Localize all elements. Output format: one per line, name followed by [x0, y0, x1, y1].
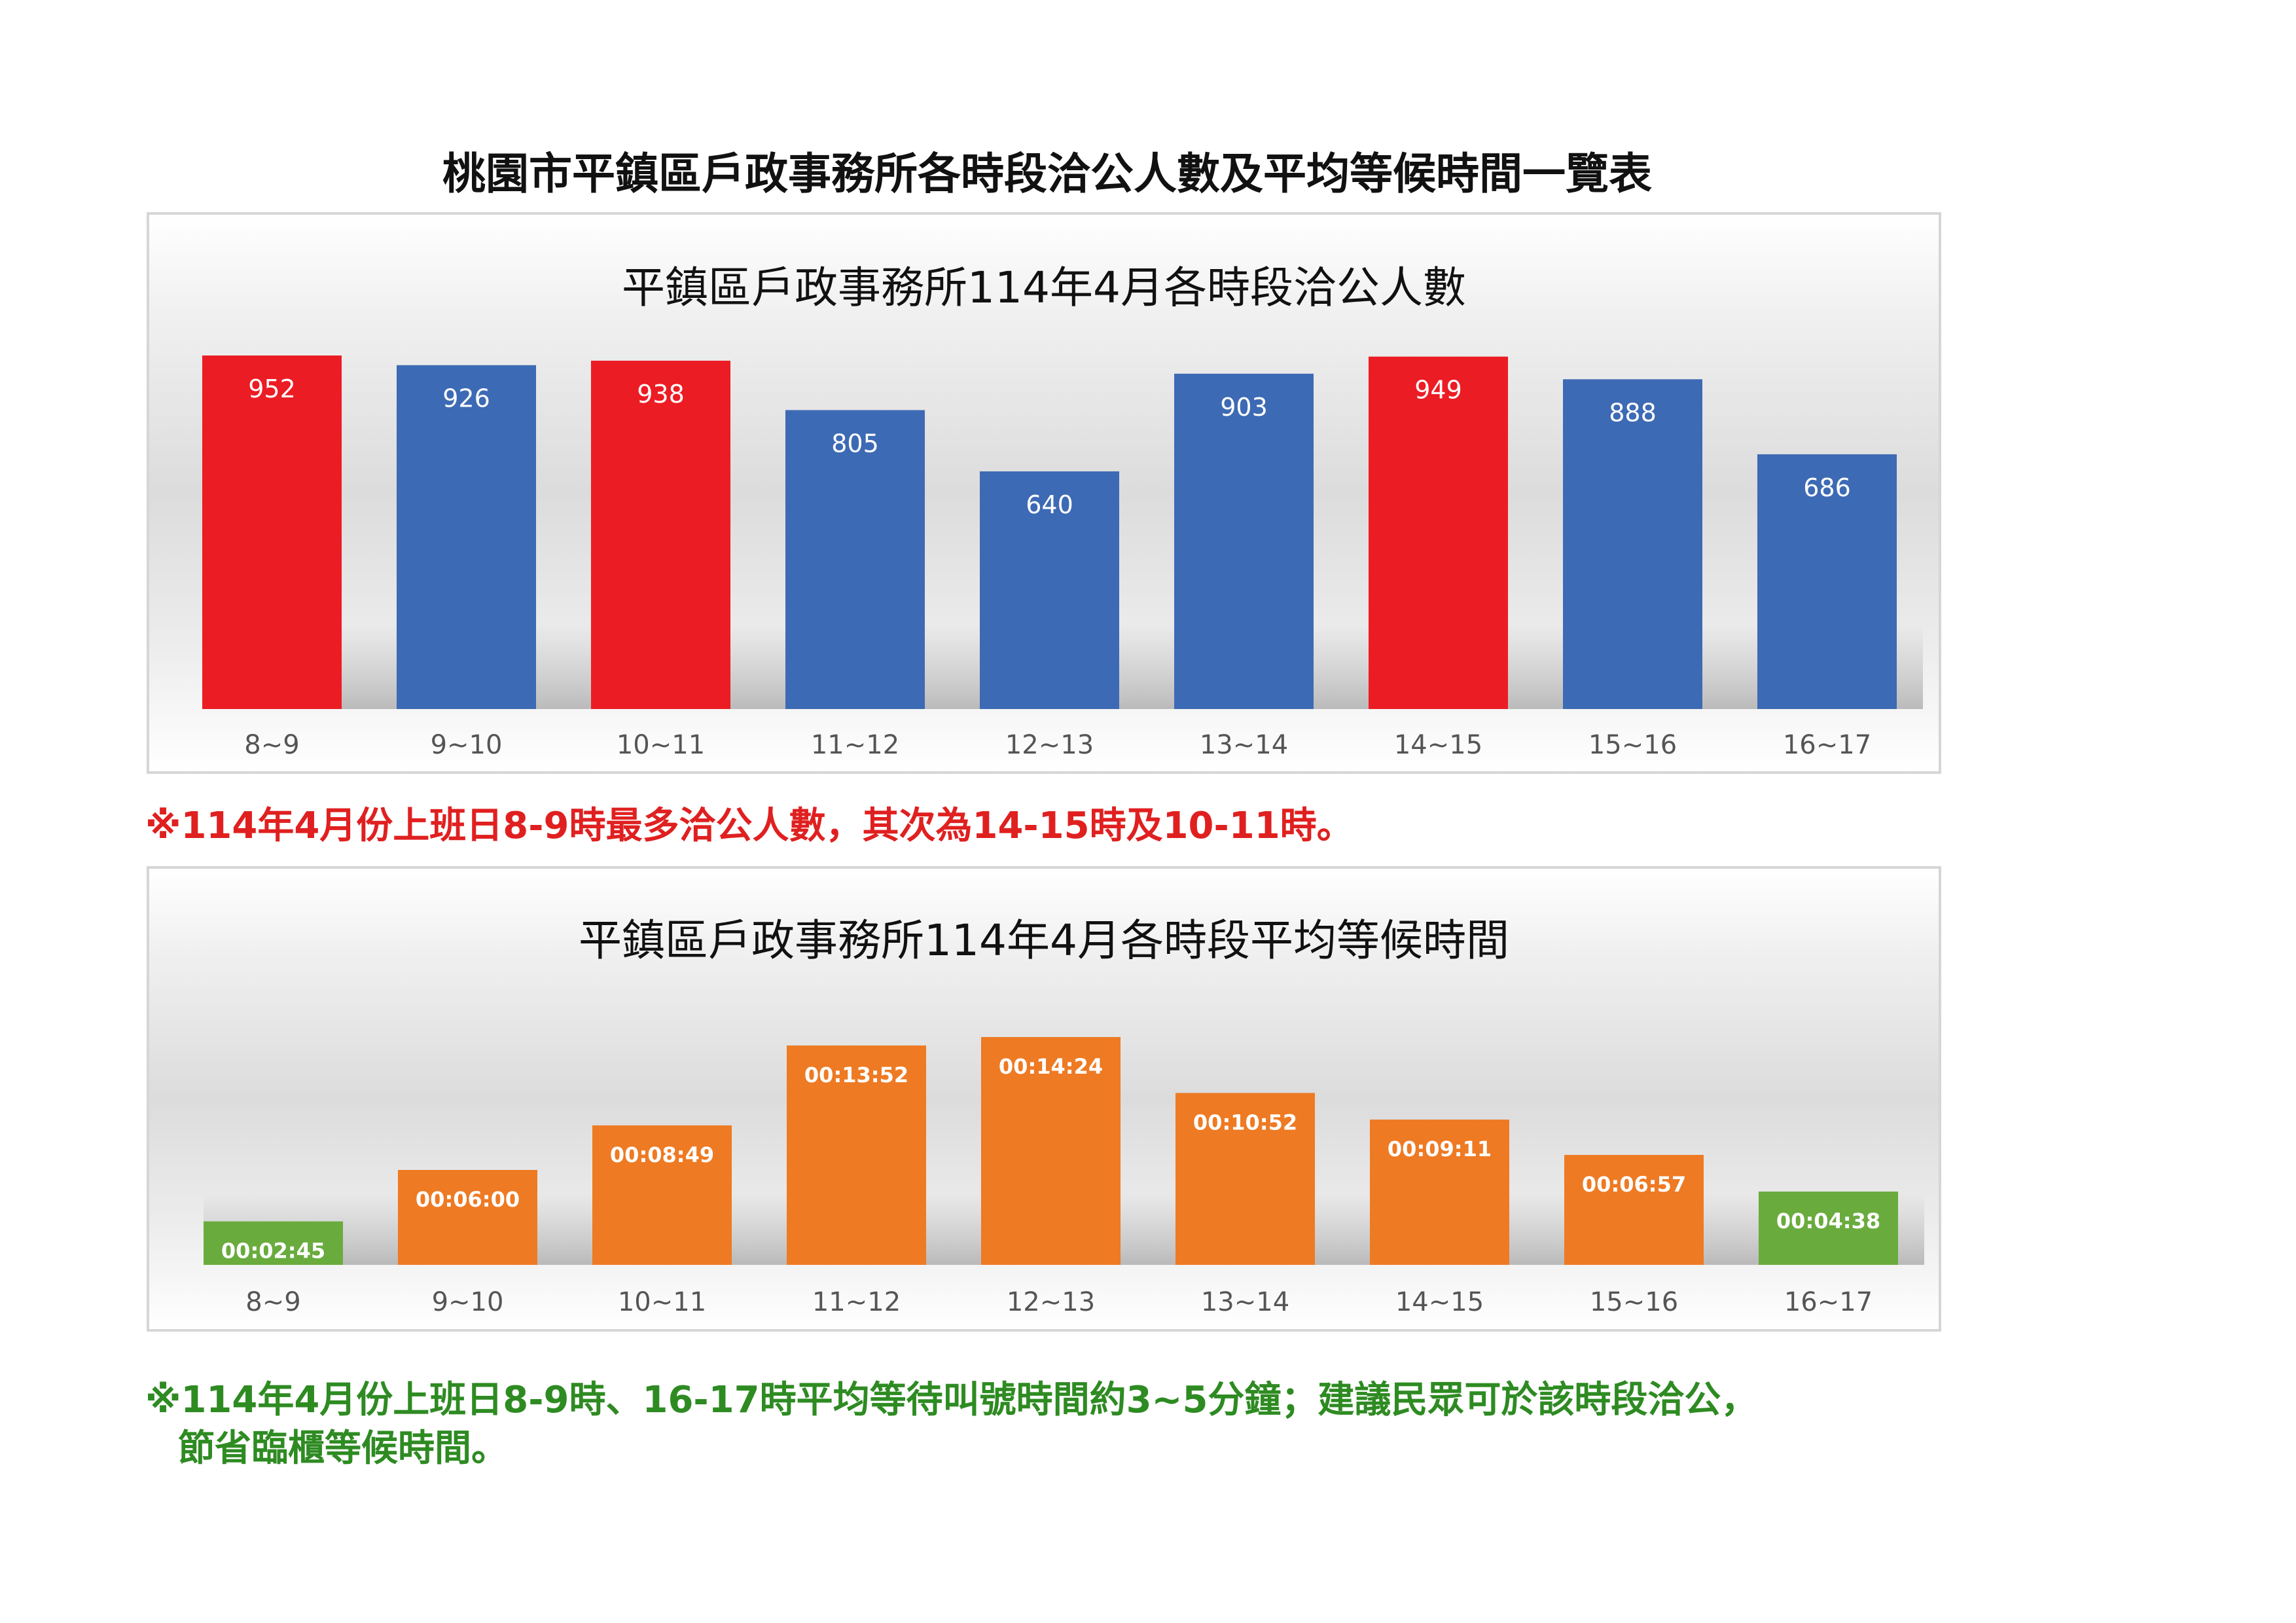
- bar-11~12: [787, 1045, 926, 1265]
- x-tick-15~16: 15~16: [1590, 1287, 1678, 1317]
- x-tick-13~14: 13~14: [1201, 1287, 1289, 1317]
- data-label-14~15: 00:09:11: [1388, 1137, 1492, 1161]
- wait-time-note: ※114年4月份上班日8-9時、16-17時平均等待叫號時間約3~5分鐘；建議民…: [145, 1376, 1757, 1473]
- data-label-9~10: 926: [442, 384, 490, 413]
- data-label-10~11: 938: [637, 380, 685, 409]
- visitors-bar-chart: 952 8~9 926 9~10 938 10~11 805 11~12 640 12~13 903…: [202, 356, 1923, 760]
- x-tick-12~13: 12~13: [1005, 730, 1094, 760]
- visitors-chart-panel: 952 8~9 926 9~10 938 10~11 805 11~12 640 12~13 903…: [147, 212, 1941, 774]
- bar-13~14: [1175, 1093, 1315, 1265]
- bar-15~16: [1563, 379, 1702, 709]
- wait-time-note-line1: ※114年4月份上班日8-9時、16-17時平均等待叫號時間約3~5分鐘；建議民…: [145, 1379, 1758, 1421]
- x-tick-16~17: 16~17: [1784, 1287, 1873, 1317]
- data-label-14~15: 949: [1414, 376, 1462, 405]
- bar-10~11: [592, 1125, 732, 1265]
- x-tick-14~15: 14~15: [1394, 730, 1482, 760]
- bar-14~15: [1370, 1120, 1509, 1265]
- x-tick-15~16: 15~16: [1588, 730, 1677, 760]
- data-label-9~10: 00:06:00: [416, 1187, 520, 1212]
- visitors-note: ※114年4月份上班日8-9時最多洽公人數，其次為14-15時及10-11時。: [145, 805, 1354, 847]
- data-label-15~16: 00:06:57: [1582, 1172, 1686, 1197]
- x-tick-10~11: 10~11: [618, 1287, 706, 1317]
- visitors-chart-title: 平鎮區戶政事務所114年4月各時段洽公人數: [622, 263, 1466, 313]
- bar-11~12: [785, 410, 925, 709]
- data-label-13~14: 903: [1220, 393, 1268, 422]
- x-tick-14~15: 14~15: [1395, 1287, 1484, 1317]
- bar-10~11: [591, 360, 730, 709]
- bar-12~13: [981, 1037, 1121, 1265]
- data-label-8~9: 952: [248, 374, 296, 403]
- data-label-16~17: 00:04:38: [1776, 1209, 1880, 1233]
- bar-15~16: [1564, 1155, 1704, 1265]
- bar-9~10: [398, 1170, 537, 1265]
- bar-9~10: [397, 365, 536, 709]
- wait-time-bar-chart: 00:02:45 8~9 00:06:00 9~10 00:08:49 10~11 00:1…: [204, 1037, 1924, 1317]
- x-tick-13~14: 13~14: [1200, 730, 1288, 760]
- data-label-12~13: 00:14:24: [999, 1054, 1103, 1079]
- data-label-8~9: 00:02:45: [221, 1239, 325, 1264]
- wait-time-chart-panel: 00:02:45 8~9 00:06:00 9~10 00:08:49 10~11 00:1…: [147, 866, 1941, 1332]
- bar-8~9: [204, 1221, 343, 1265]
- wait-time-note-line2: 節省臨櫃等候時間。: [178, 1427, 508, 1470]
- x-tick-10~11: 10~11: [617, 730, 705, 760]
- x-tick-11~12: 11~12: [811, 730, 899, 760]
- data-label-11~12: 805: [831, 429, 879, 458]
- data-label-15~16: 888: [1609, 398, 1657, 427]
- x-tick-11~12: 11~12: [812, 1287, 901, 1317]
- bar-16~17: [1759, 1192, 1898, 1265]
- data-label-10~11: 00:08:49: [610, 1142, 714, 1167]
- bar-13~14: [1174, 373, 1314, 709]
- bar-14~15: [1369, 356, 1508, 709]
- data-label-16~17: 686: [1803, 473, 1851, 502]
- wait-time-chart-title: 平鎮區戶政事務所114年4月各時段平均等候時間: [579, 915, 1509, 966]
- bar-12~13: [980, 471, 1119, 709]
- page-title: 桃園市平鎮區戶政事務所各時段洽公人數及平均等候時間一覽表: [442, 149, 1652, 199]
- data-label-11~12: 00:13:52: [804, 1063, 908, 1087]
- bar-8~9: [202, 356, 342, 709]
- x-tick-9~10: 9~10: [431, 730, 503, 760]
- data-label-12~13: 640: [1026, 490, 1073, 519]
- data-label-13~14: 00:10:52: [1193, 1110, 1297, 1135]
- bar-16~17: [1757, 454, 1897, 709]
- x-tick-12~13: 12~13: [1007, 1287, 1095, 1317]
- x-tick-8~9: 8~9: [244, 730, 299, 760]
- x-tick-8~9: 8~9: [245, 1287, 300, 1317]
- x-tick-9~10: 9~10: [432, 1287, 504, 1317]
- x-tick-16~17: 16~17: [1783, 730, 1871, 760]
